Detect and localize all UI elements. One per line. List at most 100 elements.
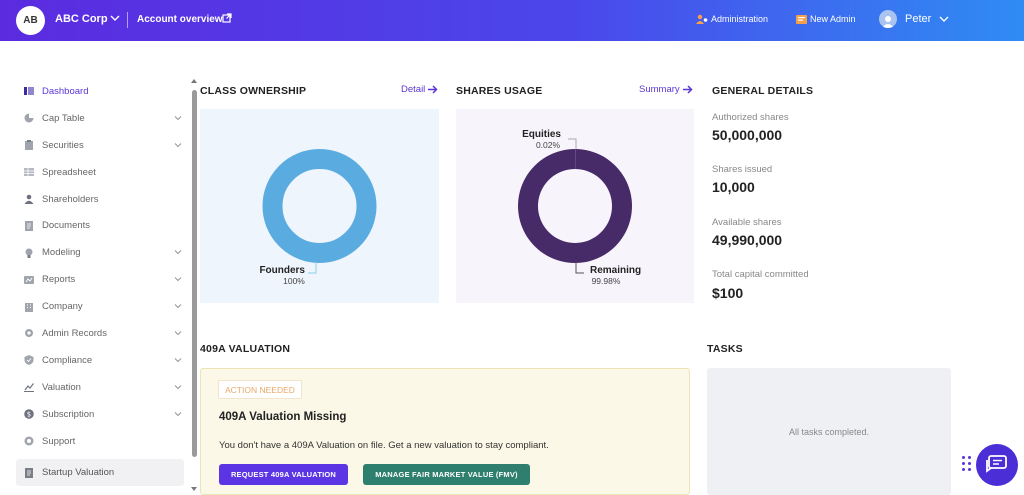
- sidebar: Dashboard Cap Table Securities Spreadshe…: [16, 78, 184, 487]
- grip-dot: [962, 462, 965, 465]
- document-icon: [24, 220, 34, 231]
- chevron-down-icon: [174, 304, 182, 309]
- sidebar-item-shareholders[interactable]: Shareholders: [16, 186, 184, 213]
- user-name: Peter: [905, 13, 932, 25]
- sidebar-item-label: Documents: [42, 220, 91, 232]
- leader-line: [308, 262, 317, 274]
- sidebar-item-securities[interactable]: Securities: [16, 132, 184, 159]
- tasks-empty-text: All tasks completed.: [788, 427, 870, 437]
- sidebar-item-label: Company: [42, 301, 83, 313]
- authorized-shares-label: Authorized shares: [712, 112, 789, 123]
- pie-slice-founders[interactable]: [262, 149, 377, 263]
- leader-line: [575, 262, 584, 274]
- chevron-down-icon: [939, 16, 949, 22]
- sidebar-item-dashboard[interactable]: Dashboard: [16, 78, 184, 105]
- sidebar-item-compliance[interactable]: Compliance: [16, 347, 184, 374]
- sidebar-item-label: Valuation: [42, 381, 81, 393]
- sidebar-item-documents[interactable]: Documents: [16, 212, 184, 239]
- new-admin-icon: [796, 14, 807, 24]
- valuation-card-title: 409A Valuation Missing: [219, 411, 347, 423]
- top-bar: AB ABC Corp Account overview Administrat…: [0, 0, 1024, 41]
- company-icon: [24, 302, 34, 312]
- user-icon: [882, 16, 894, 28]
- clipboard-icon: [24, 140, 34, 151]
- chart-icon: [24, 382, 34, 393]
- admin-person-icon: [696, 14, 708, 24]
- remaining-pct: 99.98%: [592, 276, 621, 286]
- grip-dot: [962, 468, 965, 471]
- tasks-panel: [707, 368, 951, 495]
- account-overview-link[interactable]: Account overview: [137, 14, 223, 25]
- chevron-down-icon[interactable]: [110, 13, 120, 23]
- detail-link-label: Detail: [401, 84, 426, 95]
- chevron-down-icon: [174, 142, 182, 148]
- chevron-down-icon: [174, 384, 182, 390]
- external-link-icon[interactable]: [222, 13, 232, 23]
- user-menu[interactable]: Peter: [879, 10, 949, 28]
- summary-link[interactable]: Summary: [639, 84, 693, 95]
- manage-fmv-button[interactable]: MANAGE FAIR MARKET VALUE (FMV): [363, 464, 530, 485]
- chevron-down-icon: [174, 250, 182, 255]
- status-badge: ACTION NEEDED: [218, 380, 302, 399]
- avatar: [879, 10, 897, 28]
- sidebar-item-label: Dashboard: [42, 85, 89, 97]
- total-capital-value: $100: [712, 285, 744, 301]
- grip-dot: [968, 468, 971, 471]
- sidebar-item-label: Compliance: [42, 354, 93, 366]
- pie-slice-remaining[interactable]: [518, 149, 633, 263]
- administration-link[interactable]: Administration: [696, 14, 768, 24]
- sidebar-item-cap-table[interactable]: Cap Table: [16, 105, 184, 132]
- shares-usage-chart: Equities 0.02% Remaining 99.98%: [518, 129, 641, 286]
- sidebar-item-label: Securities: [42, 139, 84, 151]
- total-capital-label: Total capital committed: [712, 269, 809, 280]
- sidebar-item-label: Support: [42, 435, 76, 447]
- new-admin-link[interactable]: New Admin: [796, 14, 856, 24]
- new-admin-label: New Admin: [810, 14, 856, 24]
- class-ownership-chart: Founders 100%: [259, 149, 377, 286]
- sidebar-item-modeling[interactable]: Modeling: [16, 239, 184, 266]
- summary-link-label: Summary: [639, 84, 680, 95]
- leader-line: [568, 138, 577, 149]
- sidebar-item-subscription[interactable]: $ Subscription: [16, 401, 184, 428]
- dollar-icon: $: [24, 409, 34, 419]
- drag-handle[interactable]: [962, 456, 971, 471]
- chat-button[interactable]: [976, 444, 1018, 486]
- chat-icon: [986, 455, 1007, 473]
- pie-icon: [24, 113, 34, 123]
- scrollbar-thumb[interactable]: [192, 90, 197, 457]
- valuation-title: 409A VALUATION: [200, 343, 291, 355]
- sidebar-item-label: Modeling: [42, 247, 81, 259]
- company-name[interactable]: ABC Corp: [55, 13, 108, 25]
- general-details-title: GENERAL DETAILS: [712, 85, 814, 97]
- sidebar-item-admin-records[interactable]: Admin Records: [16, 320, 184, 347]
- shares-issued-label: Shares issued: [712, 164, 773, 175]
- sidebar-item-spreadsheet[interactable]: Spreadsheet: [16, 159, 184, 186]
- sidebar-item-reports[interactable]: Reports: [16, 266, 184, 293]
- reports-icon: [24, 275, 34, 285]
- chevron-down-icon: [174, 331, 182, 336]
- detail-link[interactable]: Detail: [401, 84, 438, 95]
- sidebar-item-startup-valuation[interactable]: Startup Valuation: [16, 459, 184, 487]
- request-409a-button[interactable]: REQUEST 409A VALUATION: [219, 464, 348, 485]
- shield-icon: [24, 355, 34, 366]
- authorized-shares-value: 50,000,000: [712, 127, 783, 143]
- chevron-down-icon: [174, 358, 182, 363]
- company-logo[interactable]: AB: [16, 6, 45, 35]
- sidebar-item-label: Admin Records: [42, 327, 107, 339]
- administration-label: Administration: [711, 14, 769, 24]
- sidebar-item-label: Shareholders: [42, 193, 99, 205]
- grip-dot: [968, 456, 971, 459]
- arrow-right-icon: [428, 85, 438, 94]
- tasks-title: TASKS: [707, 343, 743, 355]
- founders-pct: 100%: [283, 276, 305, 286]
- sidebar-item-company[interactable]: Company: [16, 293, 184, 320]
- scroll-down-arrow[interactable]: [191, 487, 197, 491]
- document-icon: [24, 467, 34, 478]
- class-ownership-chart-panel: Founders 100%: [200, 109, 439, 303]
- sidebar-item-valuation[interactable]: Valuation: [16, 374, 184, 401]
- scroll-up-arrow[interactable]: [191, 79, 197, 83]
- founders-label: Founders: [259, 265, 305, 276]
- grip-dot: [962, 456, 965, 459]
- grip-dot: [968, 462, 971, 465]
- sidebar-item-support[interactable]: Support: [16, 428, 184, 455]
